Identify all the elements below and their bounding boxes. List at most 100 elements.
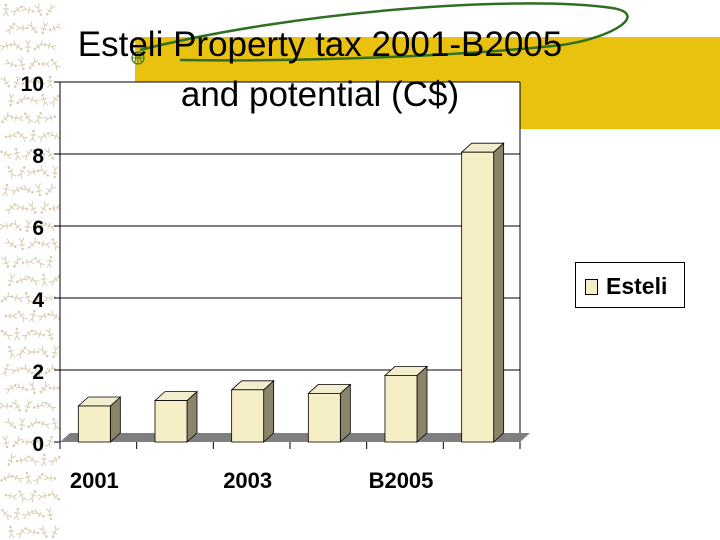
pattern-figure: [6, 524, 16, 539]
pattern-figure: [4, 201, 19, 215]
pattern-figure: [25, 417, 41, 431]
chart-title: Esteli Property tax 2001-B2005 and poten…: [20, 20, 620, 120]
pattern-figure: [23, 470, 33, 485]
pattern-figure: [9, 364, 25, 376]
pattern-figure: [10, 398, 24, 414]
pattern-figure: [44, 434, 56, 450]
bar-face: [307, 392, 341, 443]
bar-face: [461, 151, 495, 443]
pattern-figure: [0, 111, 13, 126]
pattern-figure: [50, 165, 60, 180]
bar-face: [154, 400, 188, 443]
pattern-figure: [12, 146, 22, 161]
pattern-figure: [6, 93, 16, 108]
pattern-figure: [14, 382, 30, 394]
pattern-figure: [28, 128, 38, 143]
pattern-figure: [10, 254, 24, 270]
pattern-figure: [20, 257, 35, 267]
y-tick-label: 8: [32, 145, 44, 168]
pattern-figure: [1, 435, 11, 450]
pattern-figure: [15, 488, 28, 504]
y-axis-ticks: 0 2 4 6 8 10: [21, 73, 45, 456]
pattern-figure: [49, 416, 61, 432]
pattern-figure: [45, 254, 55, 269]
pattern-figure: [26, 348, 40, 356]
pattern-figure: [31, 400, 47, 412]
floor-top: [60, 433, 530, 442]
y-tick-label: 2: [32, 361, 44, 384]
pattern-figure: [0, 40, 14, 52]
pattern-figure: [0, 254, 12, 270]
pattern-figure: [0, 291, 14, 305]
pattern-figure: [5, 344, 17, 360]
pattern-figure: [0, 402, 13, 410]
pattern-figure: [3, 491, 18, 501]
pattern-figure: [15, 203, 30, 213]
bar-side: [263, 379, 275, 443]
pattern-figure: [5, 452, 17, 468]
pattern-figure: [9, 292, 25, 303]
pattern-figure: [12, 506, 22, 521]
pattern-figure: [9, 3, 25, 17]
title-swirl-decoration: [139, 2, 629, 62]
bar-side: [339, 383, 351, 443]
pattern-figure: [38, 200, 50, 216]
chart-title-line-1: Esteli Property tax 2001-B2005: [77, 25, 563, 64]
pattern-figure: [0, 472, 14, 485]
pattern-figure: [3, 131, 18, 141]
pattern-figure: [0, 148, 14, 160]
bar-face: [231, 389, 265, 443]
pattern-figure: [9, 472, 25, 484]
pattern-figure: [33, 2, 45, 18]
pattern-figure: [20, 184, 36, 196]
pattern-figure: [0, 362, 12, 378]
pattern-figure: [22, 398, 34, 414]
bar: [383, 365, 429, 443]
bars: [77, 142, 505, 443]
pattern-figure: [10, 219, 24, 234]
pattern-figure: [0, 74, 13, 90]
pattern-figure: [23, 219, 33, 234]
pattern-figure: [37, 344, 51, 360]
y-tick-label: 6: [32, 217, 44, 240]
plot-area: 0 2 4 6 8 10 2001 2003 B2005: [21, 73, 530, 493]
pattern-figure: [1, 182, 11, 197]
pattern-figure: [13, 327, 21, 341]
pattern-figure: [5, 272, 16, 288]
pattern-figure: [34, 183, 44, 198]
pattern-figure: [43, 2, 57, 18]
pattern-figure: [0, 506, 13, 521]
pattern-figure: [4, 312, 18, 320]
bar: [153, 390, 199, 443]
y-tick-label: 0: [32, 433, 44, 456]
gridlines: [54, 81, 521, 443]
globe-bullet-icon: [131, 51, 145, 65]
y-tick-label: 4: [32, 289, 44, 312]
pattern-figure: [27, 488, 39, 504]
legend-swatch-esteli: [585, 279, 598, 295]
pattern-figure: [27, 200, 40, 216]
pattern-figure: [3, 58, 19, 70]
legend-label-esteli: Esteli: [606, 273, 668, 299]
pattern-figure: [32, 254, 46, 269]
y-tick-label: 10: [21, 73, 44, 96]
pattern-figure: [15, 524, 30, 539]
pattern-figure: [10, 435, 24, 450]
pattern-figure: [18, 417, 26, 431]
pattern-figure: [4, 164, 17, 180]
pattern-figure: [37, 491, 52, 501]
pattern-figure: [20, 4, 36, 16]
pattern-figure: [14, 455, 29, 465]
bar: [460, 142, 505, 443]
pattern-figure: [36, 310, 52, 322]
pattern-figure: [49, 344, 60, 360]
pattern-figure: [14, 274, 30, 286]
bar: [230, 379, 275, 443]
pattern-figure: [49, 524, 61, 540]
pattern-figure: [16, 164, 28, 180]
bar-side: [416, 365, 428, 443]
bar: [77, 396, 122, 443]
x-axis-ticks: 2001 2003 B2005: [59, 442, 521, 493]
pattern-figure: [48, 489, 63, 503]
